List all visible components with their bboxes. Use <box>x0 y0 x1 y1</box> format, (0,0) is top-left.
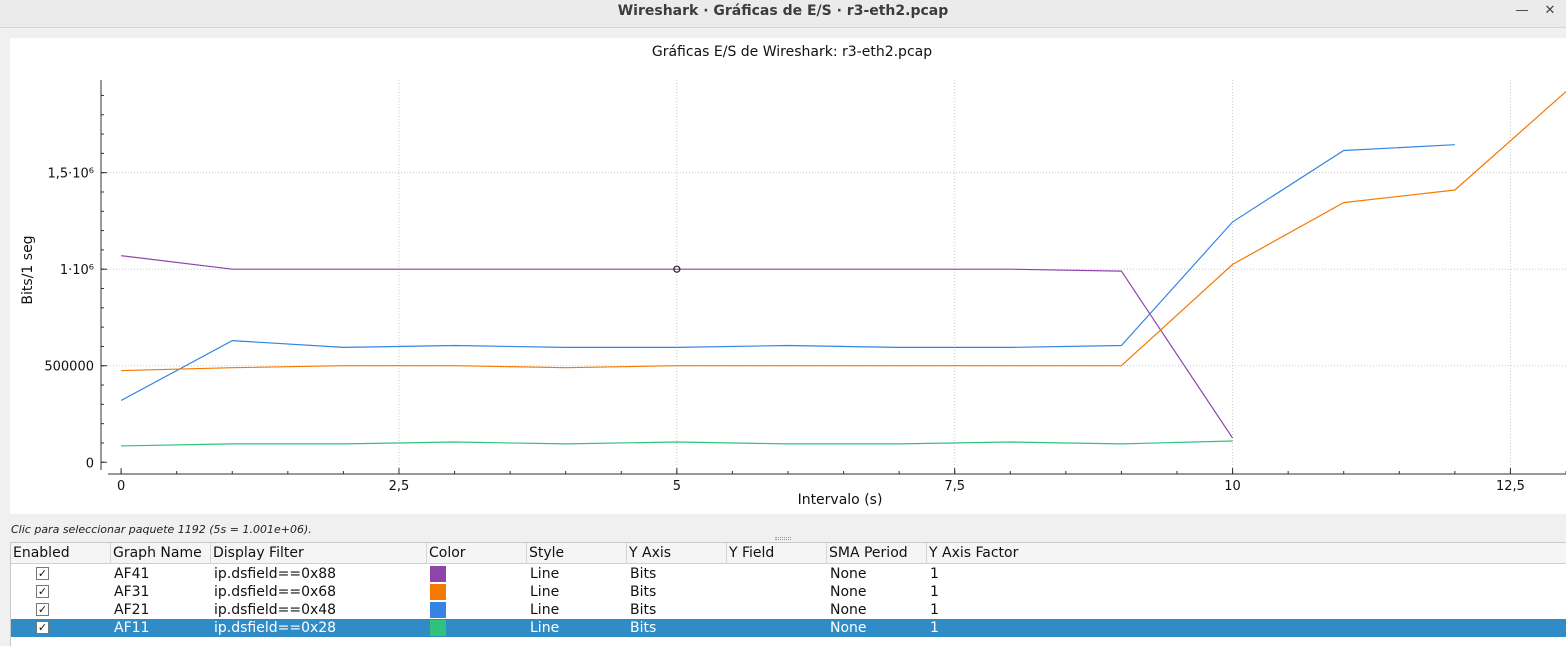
graph-table: Enabled Graph Name Display Filter Color … <box>10 542 1566 646</box>
style-value[interactable]: Line <box>530 602 560 618</box>
series-line-af21 <box>120 144 1455 402</box>
series-line-af41 <box>121 255 1234 439</box>
display-filter[interactable]: ip.dsfield==0x48 <box>214 602 337 618</box>
color-swatch[interactable] <box>430 620 446 636</box>
close-button[interactable]: ✕ <box>1544 3 1556 18</box>
y-field-value[interactable] <box>727 601 730 619</box>
x-tick-label: 0 <box>117 479 125 494</box>
sma-period-value[interactable]: None <box>830 602 867 618</box>
y-axis-value[interactable]: Bits <box>630 566 657 582</box>
graph-name: AF21 <box>114 602 150 618</box>
io-graph-plot[interactable]: Gráficas E/S de Wireshark: r3-eth2.pcap … <box>10 38 1566 514</box>
series-line-af31 <box>121 91 1566 372</box>
header-sma-period[interactable]: SMA Period <box>827 543 927 564</box>
style-value[interactable]: Line <box>530 584 560 600</box>
x-tick-label: 10 <box>1224 479 1241 494</box>
header-y-axis[interactable]: Y Axis <box>627 543 727 564</box>
color-swatch[interactable] <box>430 566 446 582</box>
splitter-handle[interactable] <box>775 537 791 540</box>
y-tick-label: 0 <box>86 456 94 471</box>
header-y-field[interactable]: Y Field <box>727 543 827 564</box>
table-row[interactable]: ✓ AF21 ip.dsfield==0x48 Line Bits None 1 <box>11 601 1566 619</box>
y-tick-label: 1·10⁶ <box>60 263 94 278</box>
x-tick-label: 2,5 <box>389 479 410 494</box>
enabled-checkbox[interactable]: ✓ <box>36 603 49 616</box>
style-value[interactable]: Line <box>530 620 560 636</box>
graph-name: AF41 <box>114 566 150 582</box>
window-titlebar: Wireshark · Gráficas de E/S · r3-eth2.pc… <box>0 0 1566 28</box>
header-y-axis-factor[interactable]: Y Axis Factor <box>929 545 1019 561</box>
series-line-af11 <box>121 440 1233 447</box>
y-field-value[interactable] <box>727 583 730 601</box>
x-axis-label: Intervalo (s) <box>798 492 883 508</box>
sma-period-value[interactable]: None <box>830 584 867 600</box>
y-axis-label: Bits/1 seg <box>20 235 36 304</box>
header-enabled[interactable]: Enabled <box>11 543 111 564</box>
y-axis-factor-value[interactable]: 1 <box>930 584 939 600</box>
x-tick-label: 7,5 <box>944 479 965 494</box>
header-display-filter[interactable]: Display Filter <box>211 543 427 564</box>
enabled-checkbox[interactable]: ✓ <box>36 567 49 580</box>
display-filter[interactable]: ip.dsfield==0x28 <box>214 620 337 636</box>
table-row[interactable]: ✓ AF41 ip.dsfield==0x88 Line Bits None 1 <box>11 565 1566 583</box>
io-graph-chart[interactable]: Gráficas E/S de Wireshark: r3-eth2.pcap … <box>10 38 1566 514</box>
y-axis-value[interactable]: Bits <box>630 602 657 618</box>
y-tick-label: 1,5·10⁶ <box>47 167 94 182</box>
y-axis-factor-value[interactable]: 1 <box>930 566 939 582</box>
display-filter[interactable]: ip.dsfield==0x68 <box>214 584 337 600</box>
y-field-value[interactable] <box>727 565 730 583</box>
y-field-value[interactable] <box>727 619 730 637</box>
enabled-checkbox[interactable]: ✓ <box>36 621 49 634</box>
x-tick-label: 12,5 <box>1496 479 1525 494</box>
y-axis-value[interactable]: Bits <box>630 584 657 600</box>
table-header: Enabled Graph Name Display Filter Color … <box>11 543 1566 564</box>
selected-point-marker <box>673 265 681 273</box>
window-title: Wireshark · Gráficas de E/S · r3-eth2.pc… <box>617 3 949 19</box>
chart-title: Gráficas E/S de Wireshark: r3-eth2.pcap <box>652 44 932 60</box>
table-row[interactable]: ✓ AF31 ip.dsfield==0x68 Line Bits None 1 <box>11 583 1566 601</box>
color-swatch[interactable] <box>430 602 446 618</box>
display-filter[interactable]: ip.dsfield==0x88 <box>214 566 337 582</box>
y-axis-value[interactable]: Bits <box>630 620 657 636</box>
enabled-checkbox[interactable]: ✓ <box>36 585 49 598</box>
graph-name: AF11 <box>114 620 150 636</box>
status-text: Clic para seleccionar paquete 1192 (5s =… <box>11 523 312 536</box>
header-graph-name[interactable]: Graph Name <box>111 543 211 564</box>
x-tick-label: 5 <box>673 479 681 494</box>
style-value[interactable]: Line <box>530 566 560 582</box>
minimize-button[interactable]: — <box>1515 3 1529 18</box>
sma-period-value[interactable]: None <box>830 566 867 582</box>
header-style[interactable]: Style <box>527 543 627 564</box>
header-color[interactable]: Color <box>427 543 527 564</box>
table-row-selected[interactable]: ✓ AF11 ip.dsfield==0x28 Line Bits None 1 <box>11 619 1566 637</box>
y-axis-factor-value[interactable]: 1 <box>930 602 939 618</box>
graph-name: AF31 <box>114 584 150 600</box>
y-tick-label: 500000 <box>44 360 94 375</box>
color-swatch[interactable] <box>430 584 446 600</box>
y-axis-factor-value[interactable]: 1 <box>930 620 939 636</box>
sma-period-value[interactable]: None <box>830 620 867 636</box>
